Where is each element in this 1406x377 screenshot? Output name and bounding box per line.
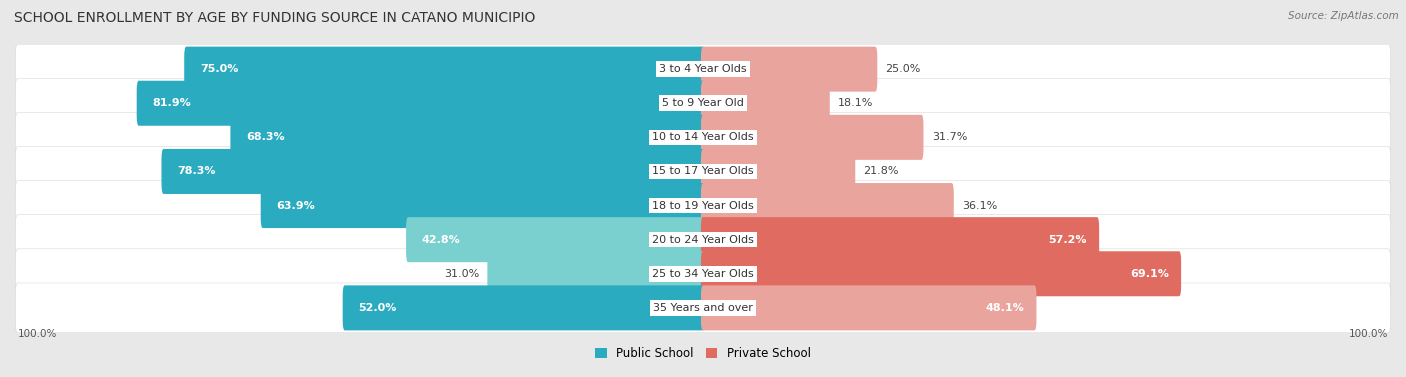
Text: 31.0%: 31.0% bbox=[444, 269, 479, 279]
Text: 25.0%: 25.0% bbox=[886, 64, 921, 74]
FancyBboxPatch shape bbox=[15, 249, 1391, 299]
Text: 63.9%: 63.9% bbox=[277, 201, 315, 211]
Text: 57.2%: 57.2% bbox=[1049, 234, 1087, 245]
FancyBboxPatch shape bbox=[15, 215, 1391, 265]
FancyBboxPatch shape bbox=[702, 217, 1099, 262]
Text: 18.1%: 18.1% bbox=[838, 98, 873, 108]
Text: 48.1%: 48.1% bbox=[986, 303, 1024, 313]
FancyBboxPatch shape bbox=[343, 285, 704, 330]
Text: 100.0%: 100.0% bbox=[17, 329, 56, 339]
FancyBboxPatch shape bbox=[702, 183, 953, 228]
FancyBboxPatch shape bbox=[15, 112, 1391, 162]
Text: 31.7%: 31.7% bbox=[932, 132, 967, 143]
FancyBboxPatch shape bbox=[15, 44, 1391, 94]
Legend: Public School, Private School: Public School, Private School bbox=[595, 347, 811, 360]
FancyBboxPatch shape bbox=[136, 81, 704, 126]
Text: 52.0%: 52.0% bbox=[359, 303, 396, 313]
FancyBboxPatch shape bbox=[15, 78, 1391, 128]
Text: 75.0%: 75.0% bbox=[200, 64, 239, 74]
FancyBboxPatch shape bbox=[488, 251, 704, 296]
FancyBboxPatch shape bbox=[184, 47, 704, 92]
FancyBboxPatch shape bbox=[15, 181, 1391, 230]
FancyBboxPatch shape bbox=[231, 115, 704, 160]
Text: 18 to 19 Year Olds: 18 to 19 Year Olds bbox=[652, 201, 754, 211]
Text: 15 to 17 Year Olds: 15 to 17 Year Olds bbox=[652, 166, 754, 176]
FancyBboxPatch shape bbox=[260, 183, 704, 228]
Text: 25 to 34 Year Olds: 25 to 34 Year Olds bbox=[652, 269, 754, 279]
Text: 3 to 4 Year Olds: 3 to 4 Year Olds bbox=[659, 64, 747, 74]
FancyBboxPatch shape bbox=[162, 149, 704, 194]
Text: 35 Years and over: 35 Years and over bbox=[652, 303, 754, 313]
FancyBboxPatch shape bbox=[702, 115, 924, 160]
FancyBboxPatch shape bbox=[15, 283, 1391, 333]
FancyBboxPatch shape bbox=[702, 285, 1036, 330]
FancyBboxPatch shape bbox=[702, 81, 830, 126]
FancyBboxPatch shape bbox=[702, 47, 877, 92]
Text: 36.1%: 36.1% bbox=[962, 201, 997, 211]
Text: 68.3%: 68.3% bbox=[246, 132, 285, 143]
Text: 69.1%: 69.1% bbox=[1130, 269, 1168, 279]
Text: 20 to 24 Year Olds: 20 to 24 Year Olds bbox=[652, 234, 754, 245]
FancyBboxPatch shape bbox=[702, 251, 1181, 296]
Text: 100.0%: 100.0% bbox=[1350, 329, 1389, 339]
FancyBboxPatch shape bbox=[15, 147, 1391, 196]
Text: 81.9%: 81.9% bbox=[152, 98, 191, 108]
Text: 42.8%: 42.8% bbox=[422, 234, 461, 245]
Text: 10 to 14 Year Olds: 10 to 14 Year Olds bbox=[652, 132, 754, 143]
FancyBboxPatch shape bbox=[406, 217, 704, 262]
Text: 21.8%: 21.8% bbox=[863, 166, 898, 176]
Text: Source: ZipAtlas.com: Source: ZipAtlas.com bbox=[1288, 11, 1399, 21]
Text: 5 to 9 Year Old: 5 to 9 Year Old bbox=[662, 98, 744, 108]
Text: SCHOOL ENROLLMENT BY AGE BY FUNDING SOURCE IN CATANO MUNICIPIO: SCHOOL ENROLLMENT BY AGE BY FUNDING SOUR… bbox=[14, 11, 536, 25]
FancyBboxPatch shape bbox=[702, 149, 855, 194]
Text: 78.3%: 78.3% bbox=[177, 166, 217, 176]
